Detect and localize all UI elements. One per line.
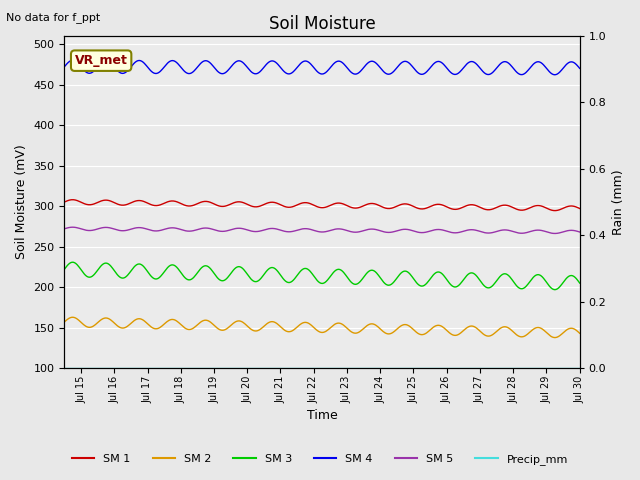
SM 3 bbox=[550, 287, 558, 292]
SM 2 bbox=[505, 325, 513, 331]
SM 4 bbox=[550, 72, 558, 78]
SM 3 bbox=[69, 259, 77, 265]
SM 5 bbox=[61, 226, 68, 232]
SM 3 bbox=[61, 266, 68, 272]
SM 4 bbox=[505, 60, 513, 66]
Y-axis label: Rain (mm): Rain (mm) bbox=[612, 169, 625, 235]
SM 4 bbox=[360, 64, 368, 70]
SM 3 bbox=[390, 280, 397, 286]
Line: SM 2: SM 2 bbox=[65, 317, 580, 337]
SM 1 bbox=[551, 208, 559, 214]
SM 2 bbox=[93, 321, 100, 326]
Y-axis label: Soil Moisture (mV): Soil Moisture (mV) bbox=[15, 144, 28, 259]
SM 5 bbox=[551, 230, 559, 236]
SM 2 bbox=[360, 325, 368, 331]
SM 3 bbox=[576, 280, 584, 286]
SM 4 bbox=[61, 64, 68, 70]
Precip_mm bbox=[373, 365, 381, 371]
SM 4 bbox=[93, 65, 100, 71]
Line: SM 3: SM 3 bbox=[65, 262, 580, 289]
SM 2 bbox=[61, 319, 68, 325]
SM 1 bbox=[452, 206, 460, 212]
SM 5 bbox=[360, 228, 368, 233]
SM 2 bbox=[374, 324, 381, 330]
SM 2 bbox=[551, 335, 559, 340]
SM 2 bbox=[390, 329, 397, 335]
SM 4 bbox=[576, 65, 584, 71]
SM 3 bbox=[505, 273, 513, 278]
SM 5 bbox=[576, 229, 584, 235]
Line: SM 4: SM 4 bbox=[65, 60, 580, 75]
Line: SM 1: SM 1 bbox=[65, 200, 580, 211]
SM 4 bbox=[69, 58, 77, 63]
SM 1 bbox=[360, 203, 368, 208]
Precip_mm bbox=[451, 365, 459, 371]
Precip_mm bbox=[504, 365, 512, 371]
SM 1 bbox=[69, 197, 77, 203]
Title: Soil Moisture: Soil Moisture bbox=[269, 15, 376, 33]
Legend: SM 1, SM 2, SM 3, SM 4, SM 5, Precip_mm: SM 1, SM 2, SM 3, SM 4, SM 5, Precip_mm bbox=[68, 450, 572, 469]
SM 3 bbox=[360, 274, 368, 279]
SM 5 bbox=[452, 230, 460, 236]
SM 2 bbox=[452, 333, 460, 338]
SM 1 bbox=[93, 200, 100, 206]
SM 1 bbox=[390, 205, 397, 211]
SM 1 bbox=[61, 199, 68, 205]
SM 4 bbox=[390, 69, 397, 75]
Text: VR_met: VR_met bbox=[75, 54, 127, 67]
SM 4 bbox=[374, 62, 381, 68]
Precip_mm bbox=[576, 365, 584, 371]
SM 2 bbox=[69, 314, 77, 320]
SM 3 bbox=[452, 284, 460, 290]
SM 3 bbox=[374, 272, 381, 277]
Precip_mm bbox=[360, 365, 367, 371]
SM 5 bbox=[93, 227, 100, 232]
Line: SM 5: SM 5 bbox=[65, 227, 580, 233]
SM 2 bbox=[576, 330, 584, 336]
Text: No data for f_ppt: No data for f_ppt bbox=[6, 12, 100, 23]
SM 1 bbox=[374, 202, 381, 208]
SM 5 bbox=[69, 224, 77, 230]
Precip_mm bbox=[389, 365, 397, 371]
SM 5 bbox=[374, 227, 381, 233]
Precip_mm bbox=[92, 365, 100, 371]
X-axis label: Time: Time bbox=[307, 409, 337, 422]
Precip_mm bbox=[61, 365, 68, 371]
SM 1 bbox=[505, 203, 513, 209]
SM 5 bbox=[390, 229, 397, 235]
SM 3 bbox=[93, 269, 100, 275]
SM 5 bbox=[505, 228, 513, 233]
SM 4 bbox=[452, 72, 460, 77]
SM 1 bbox=[576, 205, 584, 211]
